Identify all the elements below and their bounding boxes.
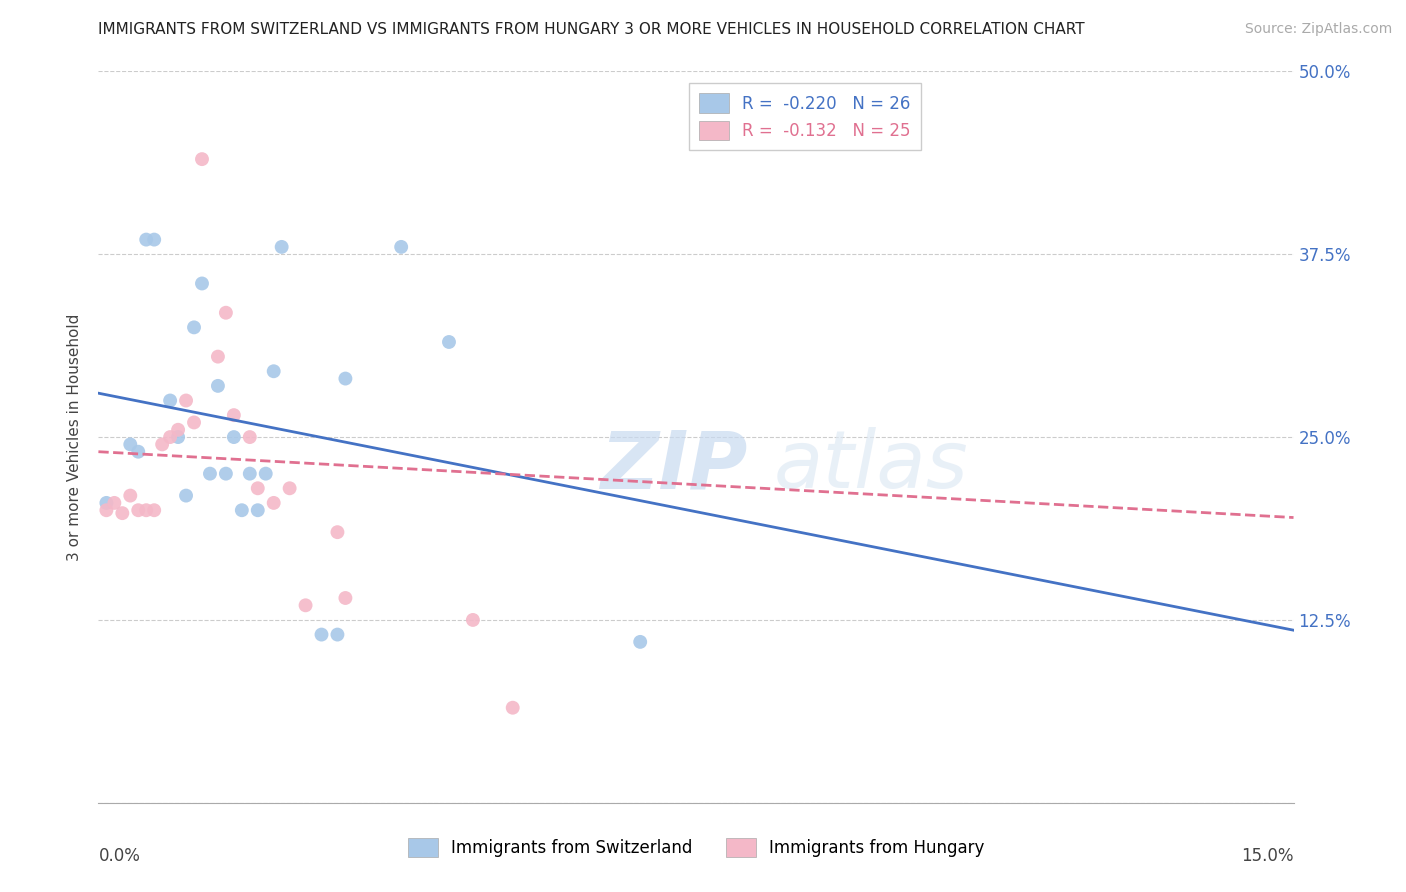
Point [198, 467, 221, 481]
Text: atlas: atlas [773, 427, 969, 506]
Point [294, 599, 316, 613]
Point [628, 635, 651, 649]
Point [263, 364, 285, 378]
Point [159, 430, 181, 444]
Text: IMMIGRANTS FROM SWITZERLAND VS IMMIGRANTS FROM HUNGARY 3 OR MORE VEHICLES IN HOU: IMMIGRANTS FROM SWITZERLAND VS IMMIGRANT… [98, 22, 1085, 37]
Text: Source: ZipAtlas.com: Source: ZipAtlas.com [1244, 22, 1392, 37]
Text: 0.0%: 0.0% [98, 847, 141, 864]
Point [143, 233, 166, 247]
Point [222, 430, 245, 444]
Point [207, 350, 229, 364]
Point [135, 233, 157, 247]
Point [174, 489, 197, 503]
Point [159, 393, 181, 408]
Point [278, 481, 301, 495]
Y-axis label: 3 or more Vehicles in Household: 3 or more Vehicles in Household [67, 313, 83, 561]
Point [254, 467, 277, 481]
Point [231, 503, 253, 517]
Point [263, 496, 285, 510]
Point [270, 240, 292, 254]
Point [103, 496, 125, 510]
Point [502, 700, 524, 714]
Text: ZIP: ZIP [600, 427, 748, 506]
Point [215, 306, 238, 320]
Point [191, 152, 214, 166]
Point [326, 525, 349, 540]
Point [335, 371, 357, 385]
Point [143, 503, 166, 517]
Point [120, 489, 142, 503]
Point [215, 467, 238, 481]
Point [311, 627, 333, 641]
Point [207, 379, 229, 393]
Point [183, 416, 205, 430]
Point [191, 277, 214, 291]
Point [174, 393, 197, 408]
Point [167, 430, 190, 444]
Point [127, 503, 149, 517]
Point [167, 423, 190, 437]
Point [335, 591, 357, 605]
Point [127, 444, 149, 458]
Point [389, 240, 412, 254]
Point [150, 437, 173, 451]
Point [222, 408, 245, 422]
Point [326, 627, 349, 641]
Point [183, 320, 205, 334]
Point [239, 467, 262, 481]
Point [120, 437, 142, 451]
Point [96, 496, 118, 510]
Point [437, 334, 460, 349]
Point [135, 503, 157, 517]
Point [96, 503, 118, 517]
Point [246, 481, 269, 495]
Text: 15.0%: 15.0% [1241, 847, 1294, 864]
Legend: Immigrants from Switzerland, Immigrants from Hungary: Immigrants from Switzerland, Immigrants … [401, 831, 991, 864]
Point [239, 430, 262, 444]
Point [111, 506, 134, 520]
Point [461, 613, 484, 627]
Point [246, 503, 269, 517]
